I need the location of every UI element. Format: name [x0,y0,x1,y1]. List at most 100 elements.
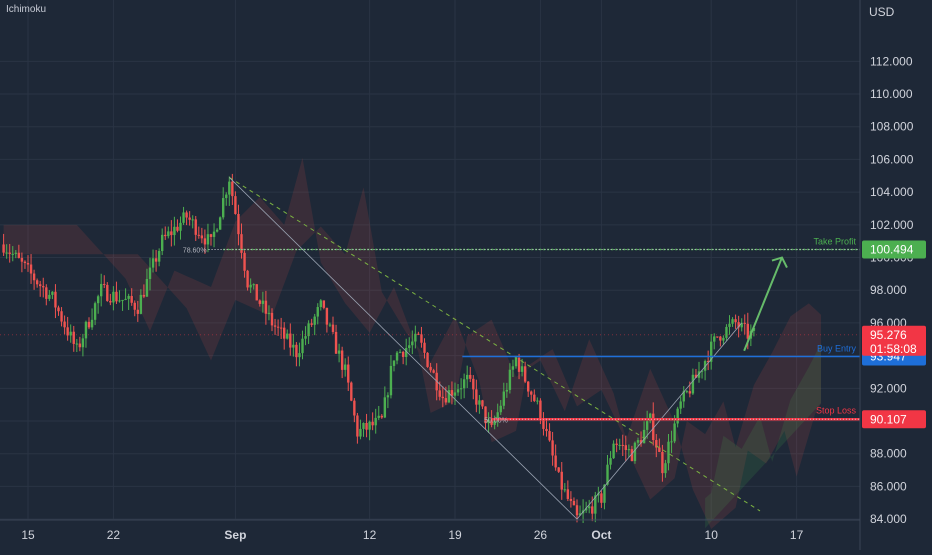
candle-body [130,295,133,303]
candle-body [508,369,512,390]
candle-body [505,389,509,392]
candle-body [377,415,380,418]
axis-area [860,0,932,550]
drawings: Take Profit Buy Entry Stop Loss 78.60% 50.00… [0,176,860,520]
x-tick-label: Sep [224,528,246,542]
candle-body [374,417,377,426]
candle-body [731,319,734,324]
take-profit-label: Take Profit [813,236,856,246]
x-tick-label: 19 [448,528,462,542]
candle-body [11,253,14,255]
candle-body [151,258,155,268]
candle-body [78,343,82,348]
buy-entry-label: Buy Entry [817,344,857,354]
candle-body [481,400,484,407]
candle-body [154,258,158,262]
candle-body [14,252,17,254]
candle-body [536,400,539,402]
y-tick-label: 92.000 [870,381,907,395]
y-tick-label: 108.000 [870,120,914,134]
indicator-legend[interactable]: Ichimoku [6,4,47,15]
candle-body [447,390,451,403]
candle-body [133,302,136,310]
candle-body [743,322,746,324]
candle-body [405,347,408,357]
candle-body [426,352,429,367]
candle-body [478,400,481,405]
candle-body [591,506,594,514]
candle-body [5,252,8,254]
x-tick-label: Oct [591,528,611,542]
candle-body [737,322,740,328]
candle-body [188,217,191,220]
candle-body [295,344,298,358]
candle-body [2,244,5,253]
candle-body [469,374,472,379]
candle-body [118,300,121,302]
candle-body [645,421,649,430]
candle-body [511,366,515,370]
candle-body [612,443,615,459]
candle-body [697,371,701,378]
candle-body [368,421,371,430]
fib-level-label: 78.60% [183,247,207,254]
candle-body [401,351,405,357]
candle-body [185,212,188,218]
candle-body [276,326,280,328]
candle-body [398,351,402,353]
candle-body [325,307,329,325]
candle-body [630,449,634,462]
candle-body [234,196,237,214]
candle-body [703,361,707,371]
candle-body [237,213,240,235]
candle-body [432,370,435,373]
candle-body [466,374,469,380]
candle-body [661,451,664,474]
candle-body [700,370,704,372]
last-price-badge [862,325,926,356]
candle-body [316,307,319,317]
x-tick-label: 26 [534,528,548,542]
candle-body [96,296,100,304]
candle-body [279,327,283,329]
candle-body [475,389,478,405]
fib-anchor-line-1 [229,177,578,520]
candle-body [594,495,597,514]
candle-body [8,252,11,254]
candle-body [51,291,54,295]
candle-body [578,513,582,516]
currency-label: USD [869,5,895,19]
candle-body [636,440,640,443]
candle-body [42,286,45,288]
candle-body [423,342,426,353]
candle-body [197,234,200,236]
candle-body [438,390,441,397]
candle-body [176,226,179,231]
candle-body [389,365,393,396]
candle-body [642,429,646,444]
candle-body [161,234,164,252]
candle-body [206,234,210,245]
candle-body [167,231,170,237]
candle-body [26,263,30,265]
candle-body [322,300,326,308]
candle-body [450,390,454,396]
candle-body [66,327,69,336]
candle-body [20,257,24,262]
candle-body [218,217,222,230]
candle-body [301,338,304,354]
candle-body [353,400,356,416]
candle-body [298,353,301,358]
take-profit-badge-text: 100.494 [870,242,914,256]
candle-body [615,443,618,445]
candle-body [499,405,502,413]
candle-body [694,374,698,378]
candle-body [453,392,457,396]
candle-body [603,484,606,503]
candle-body [740,322,743,328]
candle-body [600,493,603,503]
projection-arrowhead [771,256,788,268]
